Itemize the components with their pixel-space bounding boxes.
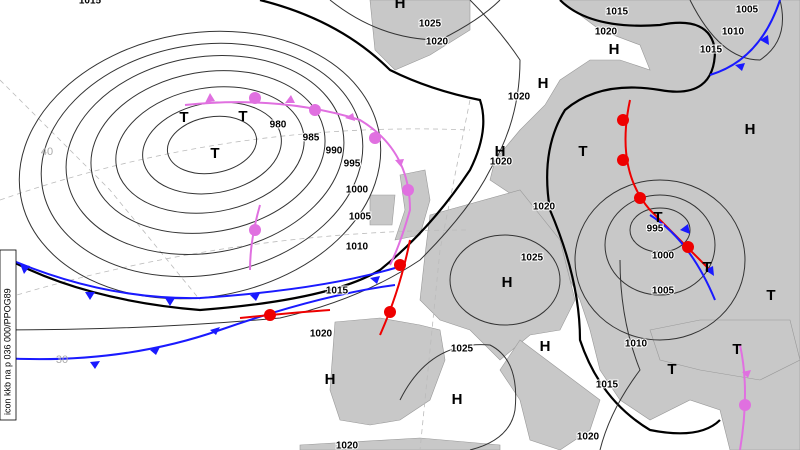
pressure-centers: H H H H T T T H T H T T T H H H T T xyxy=(179,0,775,408)
pressure-center: T xyxy=(238,108,247,125)
pressure-center: T xyxy=(179,109,188,126)
pressure-center: H xyxy=(452,391,463,408)
grid-label: 40 xyxy=(41,146,53,158)
isobar-label: 1005 xyxy=(736,5,759,16)
land xyxy=(299,0,800,450)
isobar-label: 1020 xyxy=(490,157,513,168)
isobar-label: 1015 xyxy=(596,380,619,391)
isobar-label: 995 xyxy=(647,224,664,235)
pressure-center: T xyxy=(702,259,711,276)
pressure-center: T xyxy=(732,341,741,358)
pressure-center: H xyxy=(745,121,756,138)
pressure-center: H xyxy=(502,274,513,291)
isobar-label: 1005 xyxy=(349,212,372,223)
pressure-center: T xyxy=(210,145,219,162)
isobar-label: 990 xyxy=(326,146,343,157)
isobar-label: 1015 xyxy=(326,286,349,297)
isobar-label: 1015 xyxy=(79,0,102,7)
isobar-label: 1015 xyxy=(606,7,629,18)
isobar-label: 980 xyxy=(270,120,287,131)
isobar-label: 1000 xyxy=(346,185,369,196)
isobar-label: 995 xyxy=(344,159,361,170)
isobar-label: 1020 xyxy=(533,202,556,213)
source-label: icon kkb na p 036 000/PPOG89 xyxy=(2,288,12,415)
isobar-label: 1020 xyxy=(508,92,531,103)
source-box xyxy=(0,249,17,421)
isobar-label: 1010 xyxy=(625,339,648,350)
isobars xyxy=(0,0,783,450)
grid-label: 30 xyxy=(56,354,68,366)
isobar-label: 1020 xyxy=(310,329,333,340)
isobar-label: 1020 xyxy=(426,37,449,48)
isobar-label: 1025 xyxy=(419,19,442,30)
pressure-center: H xyxy=(495,143,506,160)
pressure-center: H xyxy=(609,41,620,58)
isobar-label: 1020 xyxy=(595,27,618,38)
fronts xyxy=(0,0,781,450)
isobar-label: 1000 xyxy=(652,251,675,262)
pressure-center: H xyxy=(540,338,551,355)
pressure-center: T xyxy=(578,143,587,160)
pressure-center: T xyxy=(766,287,775,304)
isobar-label: 1020 xyxy=(336,441,359,450)
pressure-center: H xyxy=(325,371,336,388)
isobar-label: 1010 xyxy=(346,242,369,253)
isobar-label: 1025 xyxy=(451,344,474,355)
isobar-label: 985 xyxy=(303,133,320,144)
isobar-label: 1010 xyxy=(722,27,745,38)
pressure-center: H xyxy=(538,75,549,92)
grid-labels: 40 30 xyxy=(41,146,68,366)
pressure-center: T xyxy=(667,361,676,378)
pressure-center: T xyxy=(653,209,662,226)
isobar-labels: 1015 1025 1020 1015 1020 1005 1010 1015 1020 980 9… xyxy=(78,0,760,450)
isobar-label: 1025 xyxy=(521,253,544,264)
isobar-label: 1020 xyxy=(577,432,600,443)
isobar-label: 1005 xyxy=(652,286,675,297)
pressure-center: H xyxy=(395,0,406,12)
isobar-label: 1015 xyxy=(700,45,723,56)
